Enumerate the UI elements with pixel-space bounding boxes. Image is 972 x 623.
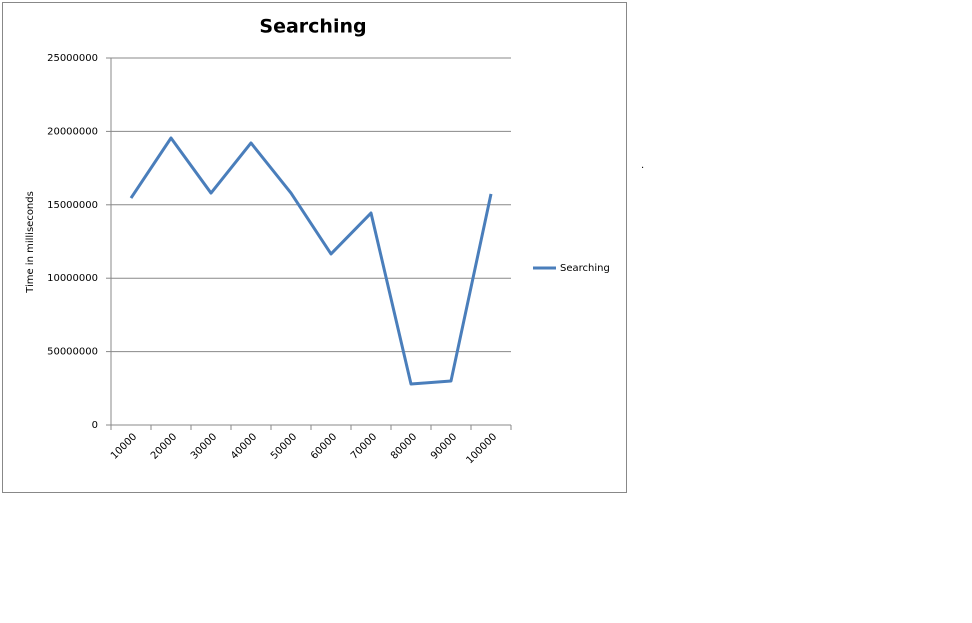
line [129, 136, 493, 386]
chart-title: Searching [259, 16, 366, 38]
y-tick-label: 20000000 [47, 126, 98, 137]
y-tick-label: 15000000 [47, 200, 98, 211]
chart-border [2, 2, 627, 493]
y-tick-label: 10000000 [47, 273, 98, 284]
y-tick-label: 50000000 [47, 347, 98, 358]
y-axis-label: Time in milliseconds [25, 191, 36, 294]
annotation: . [641, 160, 644, 171]
y-tick-label: 0 [92, 420, 98, 431]
legend-label: Searching [560, 263, 610, 274]
y-tick-label: 25000000 [47, 53, 98, 64]
